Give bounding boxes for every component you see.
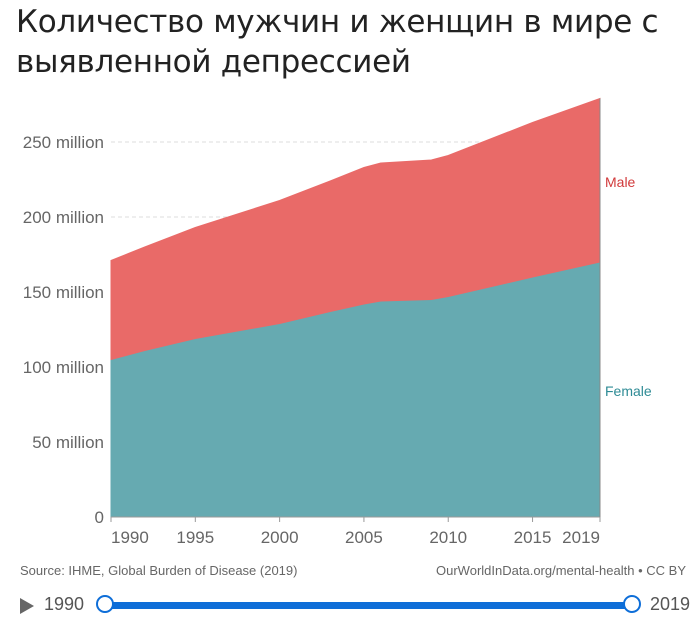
y-tick-label: 200 million bbox=[23, 208, 104, 227]
timeline-start-label: 1990 bbox=[44, 594, 85, 614]
legend-label-female: Female bbox=[605, 383, 652, 399]
x-tick-label: 2019 bbox=[562, 528, 600, 547]
y-tick-label: 0 bbox=[95, 508, 104, 527]
credit-link[interactable]: OurWorldInData.org/mental-health • CC BY bbox=[436, 563, 686, 578]
play-icon[interactable] bbox=[20, 598, 34, 614]
source-note: Source: IHME, Global Burden of Disease (… bbox=[20, 563, 298, 578]
timeline-track[interactable] bbox=[105, 602, 632, 609]
x-tick-label: 2015 bbox=[514, 528, 552, 547]
x-tick-label: 2010 bbox=[429, 528, 467, 547]
y-tick-label: 150 million bbox=[23, 283, 104, 302]
legend-label-male: Male bbox=[605, 174, 636, 190]
timeline-end-handle[interactable] bbox=[623, 595, 641, 613]
timeline-end-label: 2019 bbox=[650, 594, 691, 614]
x-tick-label: 1995 bbox=[176, 528, 214, 547]
chart-title: Количество мужчин и женщин в мире с выяв… bbox=[16, 4, 659, 80]
y-tick-label: 100 million bbox=[23, 358, 104, 377]
x-tick-label: 1990 bbox=[111, 528, 149, 547]
timeline: 1990 2019 bbox=[0, 592, 700, 622]
y-tick-label: 50 million bbox=[32, 433, 104, 452]
x-tick-label: 2000 bbox=[261, 528, 299, 547]
timeline-start-handle[interactable] bbox=[96, 595, 114, 613]
stacked-area-chart: 0 50 million 100 million 150 million 200 mil… bbox=[23, 97, 652, 547]
y-tick-label: 250 million bbox=[23, 133, 104, 152]
x-tick-label: 2005 bbox=[345, 528, 383, 547]
